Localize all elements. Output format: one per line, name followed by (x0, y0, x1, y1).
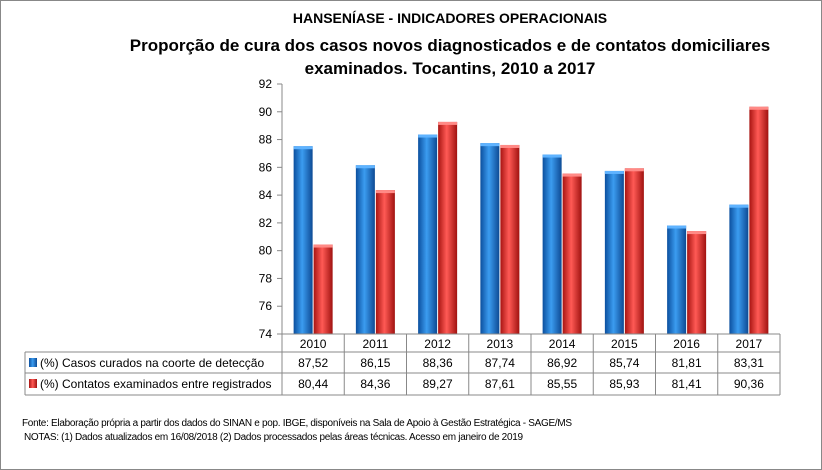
bar-contacts-2014 (562, 173, 582, 334)
bar-cured-2017 (729, 204, 749, 334)
x-tick-label: 2013 (487, 337, 514, 351)
bar-top (500, 144, 520, 148)
y-tick-label: 82 (259, 216, 273, 230)
bar-contacts-2017 (749, 106, 769, 335)
y-tick-label: 80 (259, 244, 273, 258)
data-value: 89,27 (423, 377, 453, 391)
bar-top (687, 231, 707, 235)
bar-cured-2016 (667, 225, 687, 334)
y-tick-label: 84 (259, 188, 273, 202)
x-tick-label: 2010 (300, 337, 327, 351)
data-value: 85,55 (547, 377, 577, 391)
y-tick-label: 74 (259, 327, 273, 341)
data-value: 80,44 (298, 377, 328, 391)
data-value: 84,36 (360, 377, 390, 391)
legend-swatch (29, 379, 37, 388)
bar-top (313, 244, 333, 248)
y-tick-label: 76 (259, 299, 273, 313)
data-value: 83,31 (734, 356, 764, 370)
x-tick-label: 2014 (549, 337, 576, 351)
bar-top (375, 190, 395, 194)
data-value: 87,61 (485, 377, 515, 391)
x-tick-label: 2017 (736, 337, 763, 351)
data-value: 85,74 (609, 356, 639, 370)
bar-top (293, 146, 313, 150)
source-note: Fonte: Elaboração própria a partir dos d… (22, 418, 572, 429)
chart-subtitle: Proporção de cura dos casos novos diagno… (129, 36, 771, 78)
y-tick-label: 78 (259, 271, 273, 285)
y-tick-label: 90 (259, 105, 273, 119)
y-tick-label: 92 (259, 77, 273, 91)
bar-top (729, 204, 749, 208)
bar-contacts-2015 (624, 168, 644, 334)
data-value: 81,41 (672, 377, 702, 391)
y-tick-label: 86 (259, 160, 273, 174)
data-value: 87,52 (298, 356, 328, 370)
data-value: 86,15 (360, 356, 390, 370)
x-tick-label: 2012 (424, 337, 451, 351)
x-tick-label: 2016 (673, 337, 700, 351)
data-value: 86,92 (547, 356, 577, 370)
bar-cured-2014 (542, 154, 562, 334)
bar-cured-2012 (418, 134, 438, 334)
legend-label: (%) Contatos examinados entre registrado… (40, 377, 271, 391)
bar-top (418, 134, 438, 138)
bar-cured-2010 (293, 146, 313, 334)
bar-contacts-2013 (500, 144, 520, 334)
bar-top (355, 165, 375, 169)
bar-top (624, 168, 644, 172)
data-value: 81,81 (672, 356, 702, 370)
bar-cured-2011 (355, 165, 375, 334)
chart-title: HANSENÍASE - INDICADORES OPERACIONAIS (292, 10, 608, 26)
bar-top (562, 173, 582, 177)
legend-label: (%) Casos curados na coorte de detecção (40, 356, 264, 370)
bar-contacts-2012 (438, 121, 458, 335)
bar-top (542, 154, 562, 158)
data-value: 90,36 (734, 377, 764, 391)
bar-contacts-2011 (375, 190, 395, 334)
legend-swatch (29, 358, 37, 367)
bar-cured-2013 (480, 143, 500, 334)
notes: NOTAS: (1) Dados atualizados em 16/08/20… (24, 432, 523, 443)
x-tick-label: 2011 (362, 337, 388, 351)
data-value: 85,93 (609, 377, 639, 391)
bar-cured-2015 (604, 170, 624, 334)
bar-contacts-2016 (687, 231, 707, 334)
bar-top (749, 106, 769, 110)
data-value: 88,36 (423, 356, 453, 370)
data-value: 87,74 (485, 356, 515, 370)
x-tick-label: 2015 (611, 337, 638, 351)
bar-top (667, 225, 687, 229)
y-tick-label: 88 (259, 133, 273, 147)
bar-top (604, 170, 624, 174)
bar-contacts-2010 (313, 244, 333, 334)
bar-top (438, 121, 458, 125)
bar-top (480, 143, 500, 147)
